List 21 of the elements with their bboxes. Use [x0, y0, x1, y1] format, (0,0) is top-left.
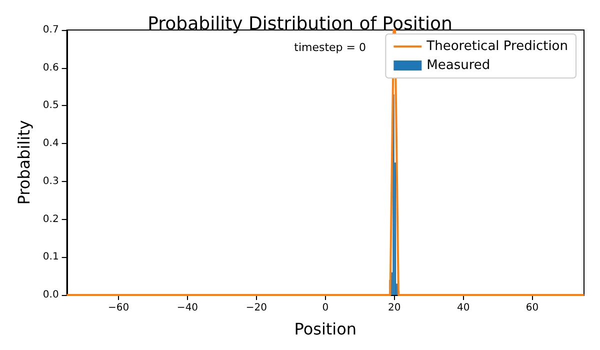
y-tick-label: 0.5	[42, 100, 59, 112]
y-tick-label: 0.4	[42, 138, 59, 150]
y-tick-label: 0.3	[42, 176, 59, 187]
legend-label: Theoretical Prediction	[426, 39, 568, 54]
x-tick-label: 40	[456, 302, 470, 314]
x-tick-label: 20	[388, 302, 401, 314]
annotation: timestep = 0	[294, 41, 366, 54]
y-tick-label: 0.1	[42, 252, 59, 263]
y-tick-label: 0.0	[42, 290, 59, 300]
y-tick-label: 0.2	[42, 214, 59, 225]
legend-label: Measured	[426, 58, 490, 73]
y-axis-title: Probability	[14, 120, 34, 205]
x-axis-title: Position	[294, 320, 357, 338]
x-tick-label: −60	[108, 302, 130, 314]
x-tick-label: 60	[526, 302, 539, 314]
x-tick-label: −20	[246, 302, 267, 314]
x-tick-label: −40	[176, 302, 198, 314]
chart-title: Probability Distribution of Position	[148, 14, 452, 34]
y-tick-label: 0.7	[42, 24, 59, 36]
y-tick-label: 0.6	[42, 62, 59, 74]
x-tick-label: 0	[322, 302, 329, 314]
